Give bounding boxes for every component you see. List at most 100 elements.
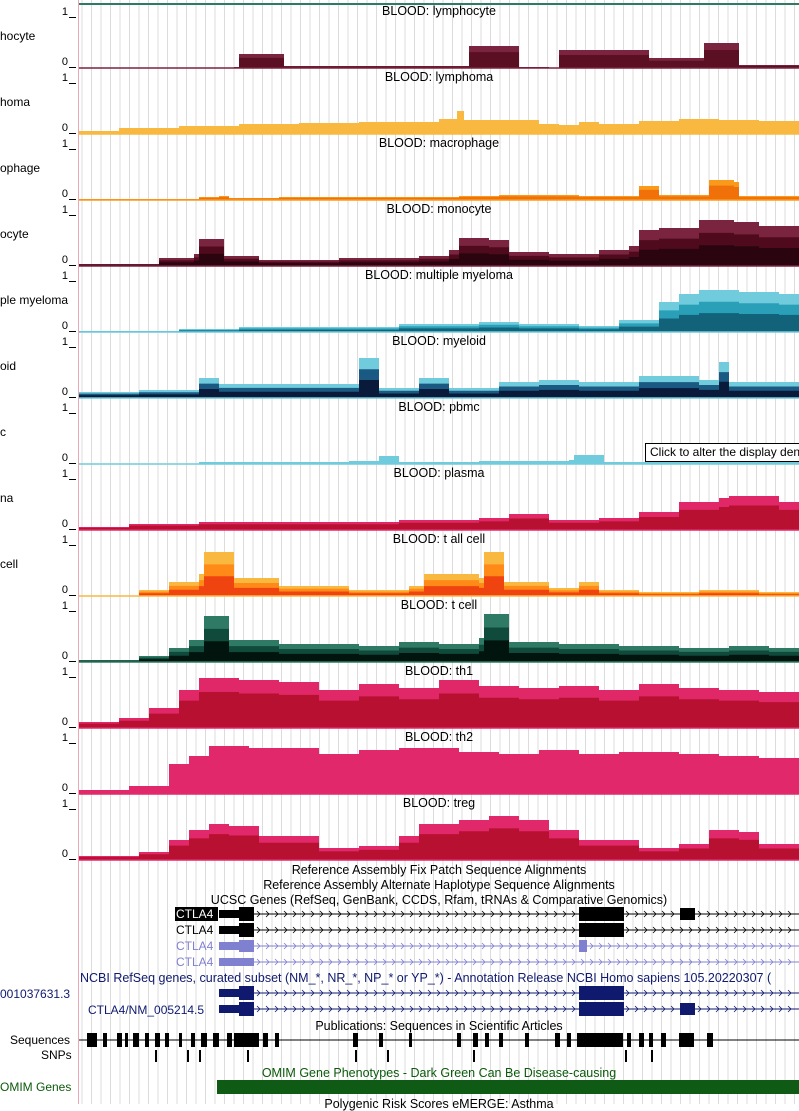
strand-arrow bbox=[742, 926, 747, 934]
strand-arrow bbox=[355, 926, 360, 934]
strand-arrow bbox=[472, 958, 477, 966]
strand-arrow bbox=[301, 926, 306, 934]
wiggle-plot bbox=[79, 180, 799, 201]
wiggle-track[interactable]: BLOOD: plasma bbox=[79, 467, 799, 533]
refseq-label-nm001037631[interactable]: 001037631.3 bbox=[0, 987, 71, 1001]
strand-arrow bbox=[634, 910, 639, 918]
strand-arrow bbox=[427, 910, 432, 918]
strand-arrow bbox=[697, 989, 702, 997]
strand-arrow bbox=[310, 910, 315, 918]
wiggle-track[interactable]: BLOOD: lymphocyte bbox=[79, 5, 799, 71]
wiggle-track[interactable]: BLOOD: t cell bbox=[79, 599, 799, 665]
strand-arrow bbox=[778, 942, 783, 950]
strand-arrow bbox=[445, 958, 450, 966]
axis-tick bbox=[69, 793, 76, 794]
wiggle-track[interactable]: BLOOD: th1 bbox=[79, 665, 799, 731]
strand-arrow bbox=[499, 910, 504, 918]
wiggle-track[interactable]: BLOOD: t all cell bbox=[79, 533, 799, 599]
alt-haplotype-track-title[interactable]: Reference Assembly Alternate Haplotype S… bbox=[263, 878, 615, 892]
axis-min-label: 0 bbox=[61, 848, 68, 860]
sequence-block bbox=[103, 1033, 107, 1047]
strand-arrow bbox=[472, 926, 477, 934]
strand-arrow bbox=[535, 989, 540, 997]
axis-max-label: 1 bbox=[61, 336, 68, 348]
axis-tick bbox=[69, 743, 76, 744]
strand-arrow bbox=[769, 958, 774, 966]
axis-tick bbox=[69, 149, 76, 150]
wiggle-plot bbox=[79, 746, 799, 795]
strand-arrow bbox=[292, 1005, 297, 1013]
strand-arrow bbox=[382, 926, 387, 934]
track-side-label[interactable]: homa bbox=[0, 95, 31, 109]
publications-track-title[interactable]: Publications: Sequences in Scientific Ar… bbox=[315, 1019, 563, 1033]
strand-arrow bbox=[697, 1005, 702, 1013]
strand-arrow bbox=[445, 910, 450, 918]
gene-label-ctla4-selected[interactable]: CTLA4 bbox=[175, 907, 218, 921]
track-side-label[interactable]: hocyte bbox=[0, 29, 36, 43]
axis-tick bbox=[69, 347, 76, 348]
strand-arrow bbox=[337, 958, 342, 966]
gene-label-ctla4[interactable]: CTLA4 bbox=[176, 923, 214, 937]
strand-arrow bbox=[427, 942, 432, 950]
track-side-label[interactable]: na bbox=[0, 491, 14, 505]
strand-arrow bbox=[760, 989, 765, 997]
strand-arrow bbox=[652, 926, 657, 934]
refseq-label-nm005214[interactable]: CTLA4/NM_005214.5 bbox=[88, 1003, 205, 1017]
sequence-block bbox=[191, 1033, 195, 1047]
strand-arrow bbox=[409, 989, 414, 997]
strand-arrow bbox=[436, 958, 441, 966]
signal-layer bbox=[79, 828, 799, 860]
strand-arrow bbox=[769, 910, 774, 918]
wiggle-track[interactable]: BLOOD: myeloid bbox=[79, 335, 799, 401]
strand-arrow bbox=[562, 926, 567, 934]
strand-arrow bbox=[634, 989, 639, 997]
track-side-label[interactable]: ocyte bbox=[0, 227, 29, 241]
wiggle-track[interactable]: BLOOD: macrophage bbox=[79, 137, 799, 203]
strand-arrow bbox=[499, 1005, 504, 1013]
fix-patch-track-title[interactable]: Reference Assembly Fix Patch Sequence Al… bbox=[291, 863, 587, 877]
wiggle-track[interactable]: BLOOD: monocyte bbox=[79, 203, 799, 269]
strand-arrow bbox=[301, 958, 306, 966]
omim-side-label[interactable]: OMIM Genes bbox=[0, 1080, 72, 1094]
axis-tick bbox=[69, 529, 76, 530]
strand-arrow bbox=[715, 989, 720, 997]
snps-side-label[interactable]: SNPs bbox=[41, 1048, 72, 1062]
strand-arrow bbox=[283, 910, 288, 918]
track-side-label[interactable]: ophage bbox=[0, 161, 41, 175]
gene-exon bbox=[219, 1005, 239, 1013]
label-divider[interactable] bbox=[78, 0, 79, 1104]
strand-arrow bbox=[544, 942, 549, 950]
sequences-side-label[interactable]: Sequences bbox=[10, 1033, 71, 1047]
strand-arrow bbox=[652, 958, 657, 966]
wiggle-track[interactable]: BLOOD: lymphoma bbox=[79, 71, 799, 137]
axis-max-label: 1 bbox=[61, 138, 68, 150]
track-side-label[interactable]: cell bbox=[0, 557, 19, 571]
gene-label-ctla4-alt1[interactable]: CTLA4 bbox=[176, 939, 214, 953]
track-side-label[interactable]: ple myeloma bbox=[0, 293, 69, 307]
strand-arrow bbox=[346, 1005, 351, 1013]
wiggle-track[interactable]: BLOOD: treg bbox=[79, 797, 799, 863]
signal-layer bbox=[79, 111, 799, 134]
strand-arrow bbox=[760, 1005, 765, 1013]
wiggle-track[interactable]: BLOOD: multiple myeloma bbox=[79, 269, 799, 335]
strand-arrow bbox=[571, 942, 576, 950]
snp-mark bbox=[199, 1050, 201, 1062]
track-side-label[interactable]: c bbox=[0, 425, 6, 439]
strand-arrow bbox=[274, 989, 279, 997]
track-side-label[interactable]: oid bbox=[0, 359, 17, 373]
strand-arrow bbox=[526, 942, 531, 950]
gene-label-ctla4-alt2[interactable]: CTLA4 bbox=[176, 955, 214, 969]
strand-arrow bbox=[400, 1005, 405, 1013]
wiggle-track[interactable]: BLOOD: th2 bbox=[79, 731, 799, 797]
refseq-track-title[interactable]: NCBI RefSeq genes, curated subset (NM_*,… bbox=[80, 971, 772, 985]
strand-arrow bbox=[436, 942, 441, 950]
strand-arrow bbox=[391, 910, 396, 918]
omim-track-title[interactable]: OMIM Gene Phenotypes - Dark Green Can Be… bbox=[261, 1066, 617, 1080]
strand-arrow bbox=[355, 942, 360, 950]
ucsc-genes-track-title[interactable]: UCSC Genes (RefSeq, GenBank, CCDS, Rfam,… bbox=[210, 893, 668, 907]
axis-tick bbox=[69, 677, 76, 678]
strand-arrow bbox=[742, 942, 747, 950]
strand-arrow bbox=[328, 910, 333, 918]
gene-annotation-graphics[interactable] bbox=[79, 900, 799, 1104]
strand-arrow bbox=[292, 989, 297, 997]
